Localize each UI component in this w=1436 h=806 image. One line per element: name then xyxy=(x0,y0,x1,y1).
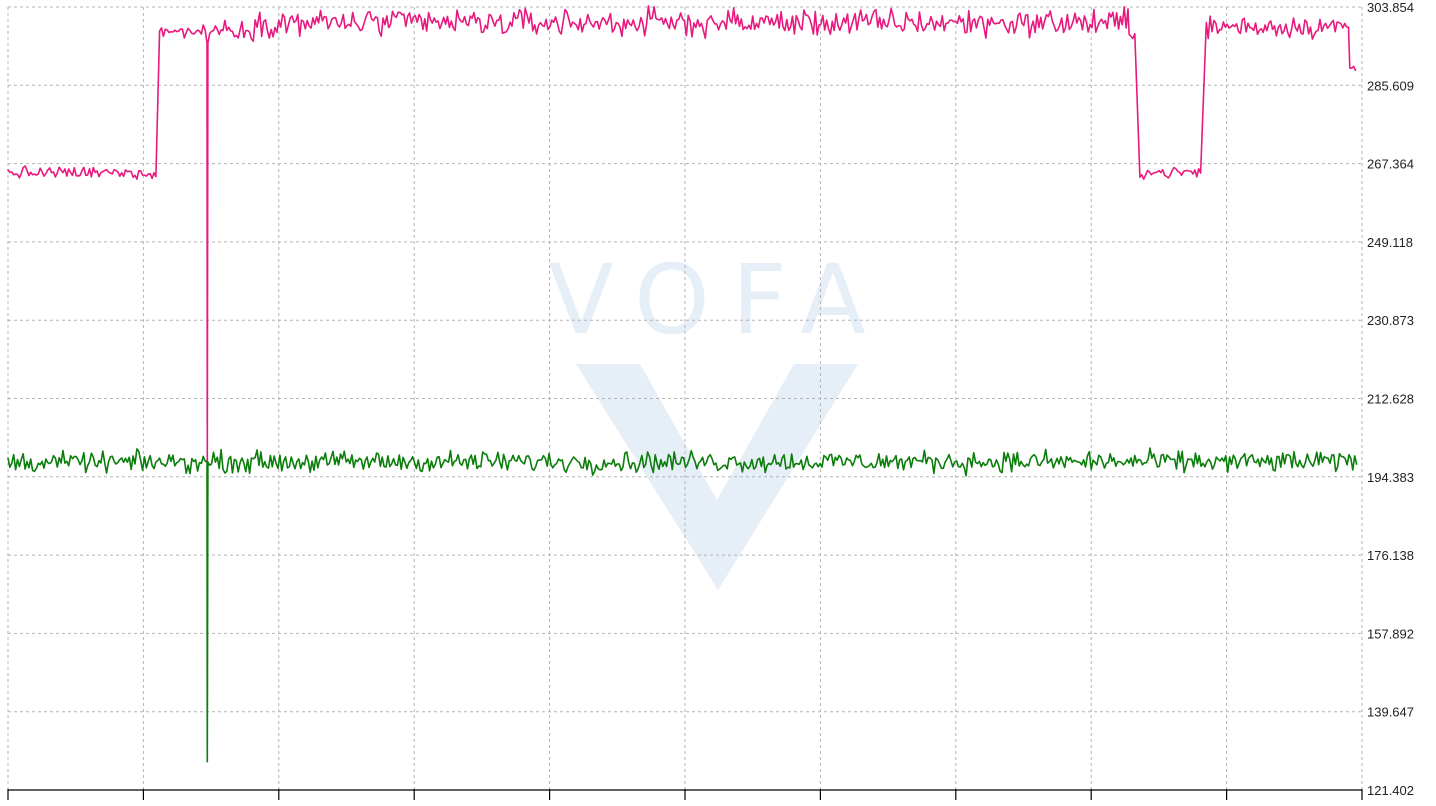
vofa-watermark-logo xyxy=(576,364,858,590)
axes xyxy=(7,789,1363,800)
y-tick-label: 249.118 xyxy=(1367,235,1413,250)
y-axis-tick-labels: 303.854 285.609 267.364 249.118 230.873 212.6… xyxy=(1367,0,1414,798)
y-tick-label: 267.364 xyxy=(1367,157,1414,172)
vofa-watermark: VOFA xyxy=(548,244,888,590)
series-line-2 xyxy=(7,447,1358,763)
y-tick-label: 176.138 xyxy=(1367,548,1414,563)
y-tick-label: 212.628 xyxy=(1367,392,1414,407)
series-line-1 xyxy=(7,5,1357,463)
y-tick-label: 194.383 xyxy=(1367,470,1414,485)
y-tick-label: 139.647 xyxy=(1367,705,1414,720)
y-tick-label: 230.873 xyxy=(1367,313,1414,328)
series-lines xyxy=(7,5,1358,763)
grid xyxy=(7,6,1363,790)
y-tick-label: 285.609 xyxy=(1367,78,1414,93)
y-tick-label: 303.854 xyxy=(1367,0,1414,15)
y-tick-label: 121.402 xyxy=(1367,783,1414,798)
vofa-watermark-text: VOFA xyxy=(548,244,888,356)
y-tick-label: 157.892 xyxy=(1367,626,1414,641)
